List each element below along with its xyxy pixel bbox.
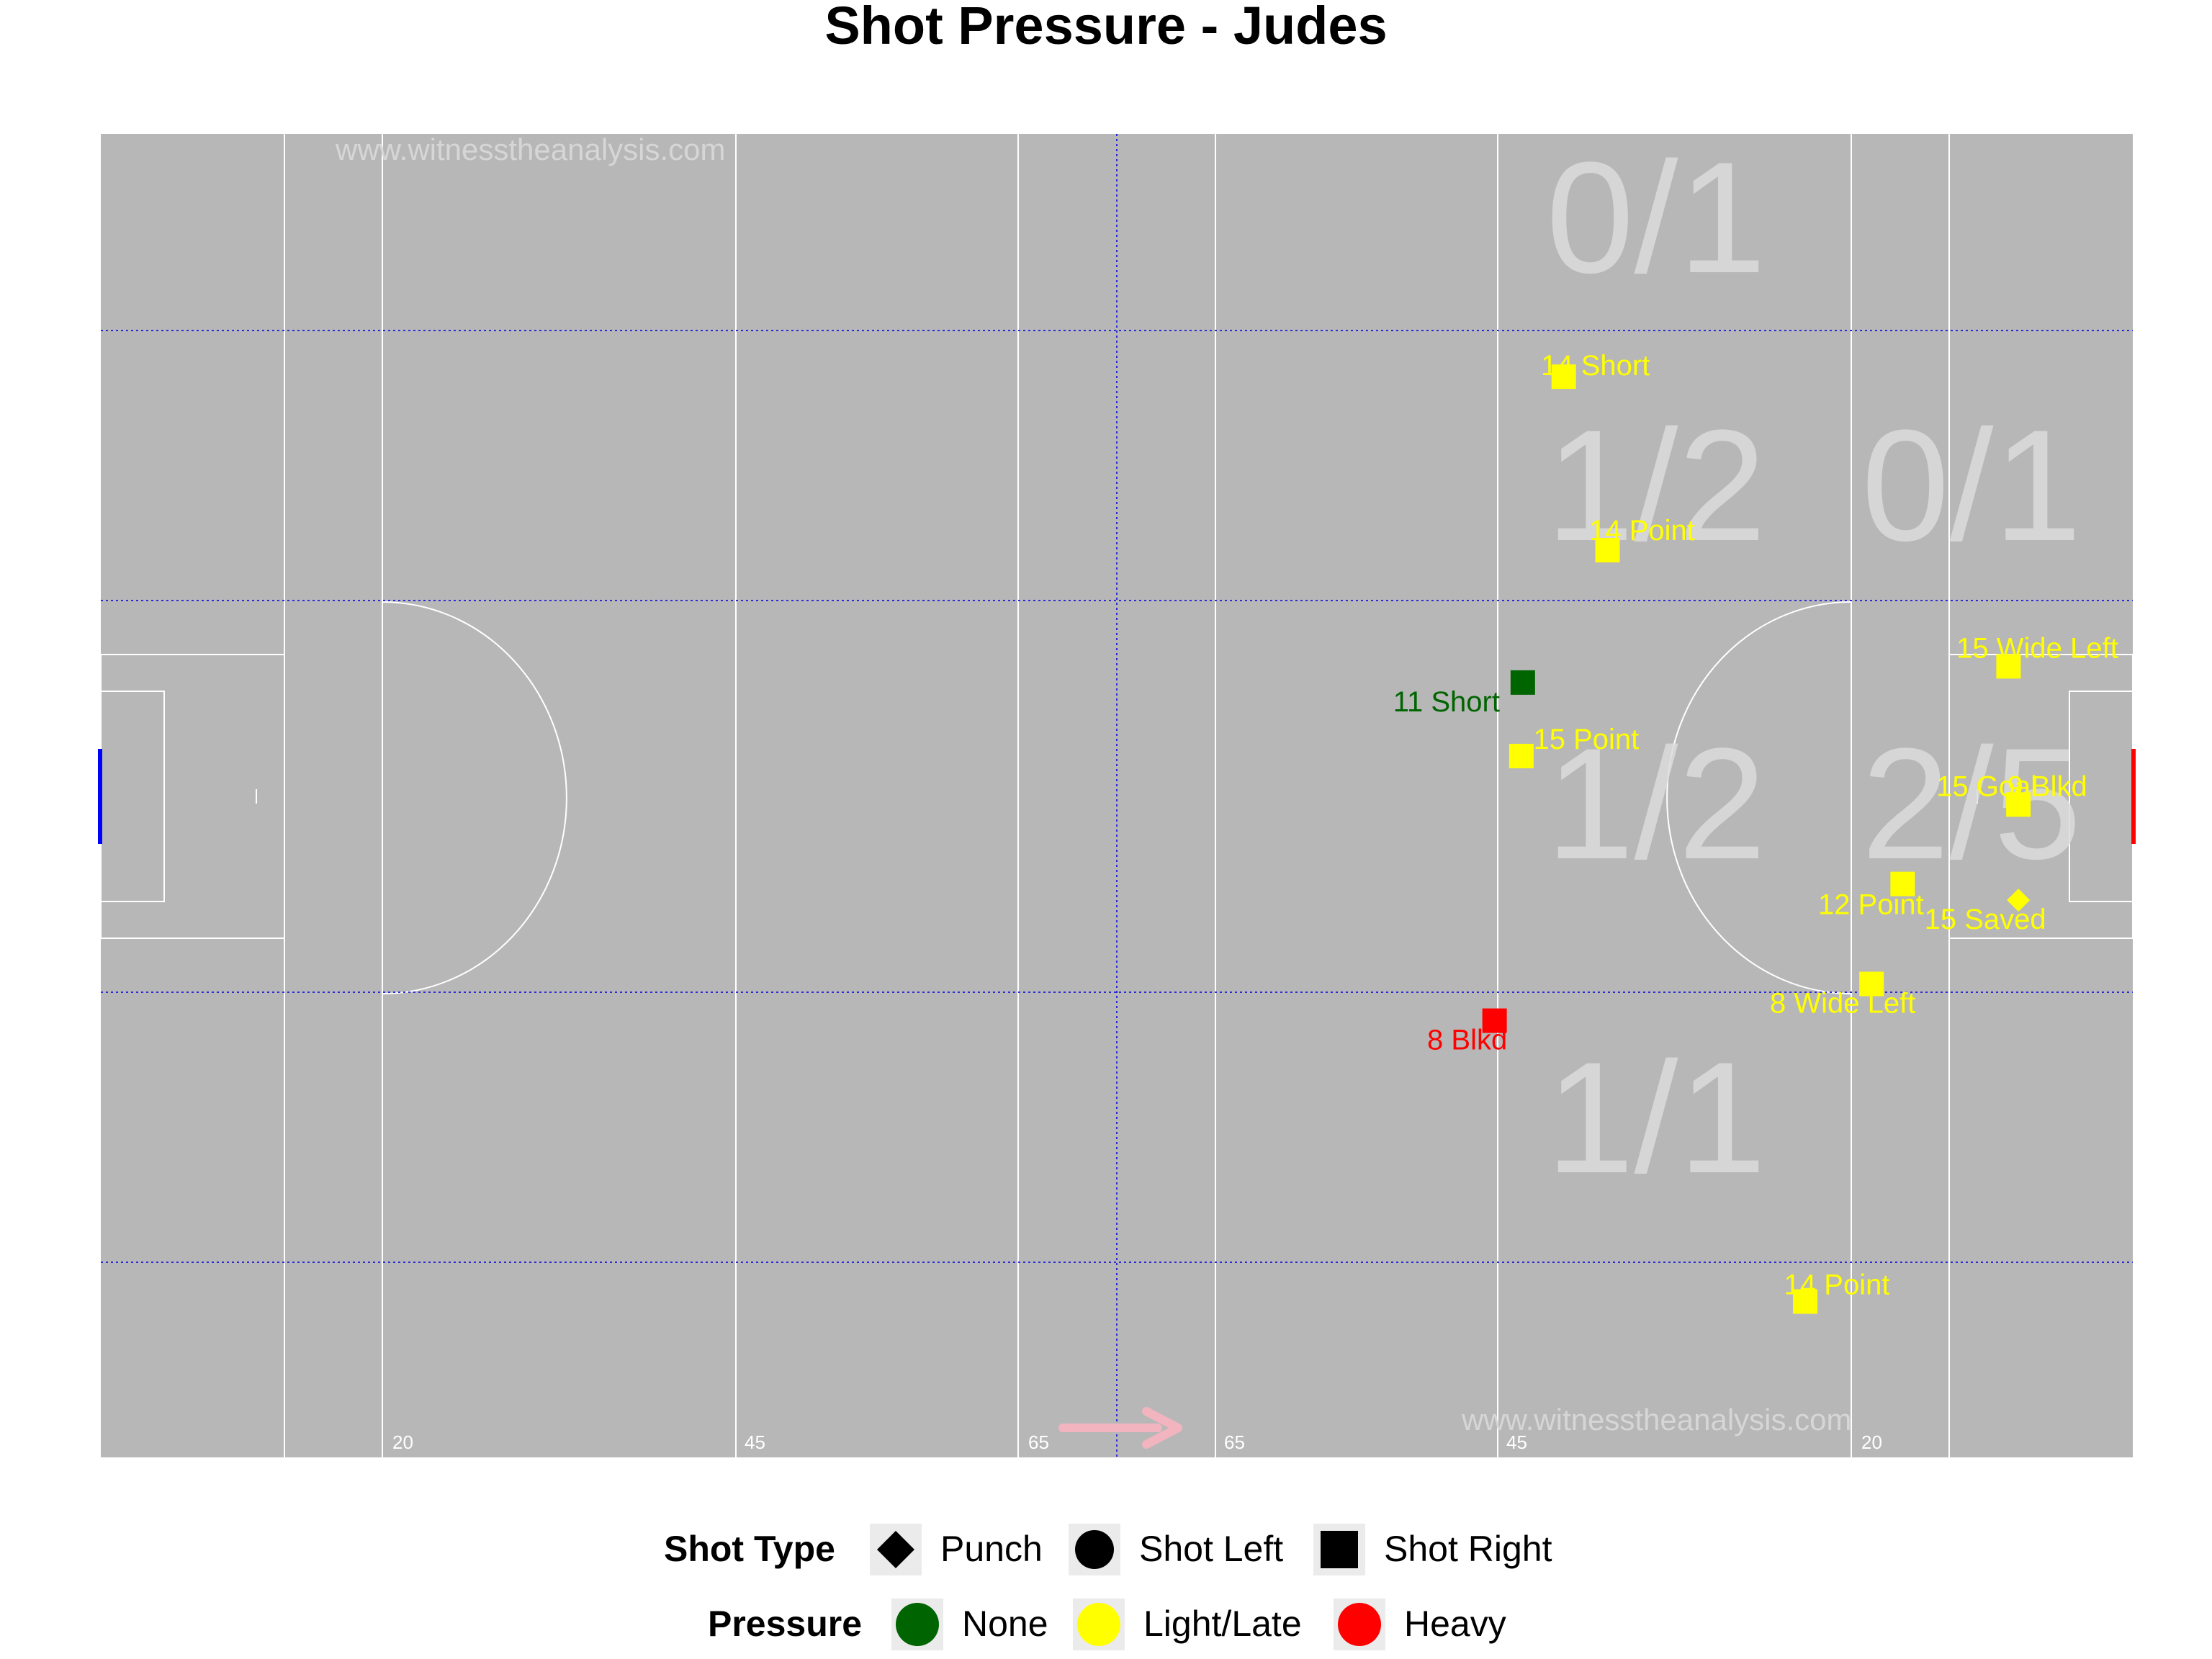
marker-left-45: 45 [745,1431,765,1453]
shot-label: 15 Saved [1925,904,2046,935]
marker-left-65: 65 [1028,1431,1049,1453]
pitch-lines [100,134,2134,1457]
shot-circle-marker [2008,793,2030,816]
zone-label: 0/1 [1861,397,2082,574]
shot-label: 14 Short [1541,350,1650,382]
shot-label: 8 Wide Left [1770,987,1915,1019]
circle-icon [1075,1530,1114,1569]
shot-square-marker [1859,971,1884,997]
zone-grid [101,134,2133,1457]
legend-key-none [891,1599,943,1650]
square-icon [1321,1531,1358,1568]
marker-right-45: 45 [1506,1431,1527,1453]
shot-diamond-marker [2007,889,2031,912]
marker-left-20: 20 [392,1431,413,1453]
shot-square-marker [1595,538,1620,563]
shot-label: 11 Short [1393,686,1500,718]
pressure-none-swatch-icon [896,1603,939,1646]
direction-arrow [1058,1407,1182,1449]
legend-label-heavy: Heavy [1404,1604,1506,1644]
legend-pressure-title: Pressure [708,1604,863,1644]
chart-title: Shot Pressure - Judes [824,0,1388,55]
shot-label: 12 Point [1818,889,1924,921]
legend-label-shot-left: Shot Left [1139,1529,1284,1569]
shot-label: 14 Point [1589,515,1695,547]
zone-label: 0/1 [1546,129,1766,306]
legend: Shot Type Punch Shot Left Shot Right Pre… [0,1519,2212,1659]
pitch: 20 45 65 65 45 20 www.witnesstheanalysis… [98,129,2136,1457]
shot-label: 15 Point [1533,724,1639,755]
zone-label: 2/5 [1861,715,2082,892]
right-semicircle [1666,601,1852,994]
shot-label: 9 Blkd [2008,770,2087,802]
legend-key-shot-right [1313,1524,1365,1575]
shot-square-marker [1996,654,2021,679]
shot-label: 8 Blkd [1427,1025,1507,1056]
legend-label-punch: Punch [940,1529,1043,1569]
legend-label-light: Light/Late [1143,1604,1302,1644]
shot-square-marker [1510,670,1535,695]
shot-square-marker [1509,743,1534,768]
legend-shot-type-title: Shot Type [664,1529,835,1569]
shot-label: 14 Point [1784,1269,1890,1301]
legend-key-punch [870,1524,922,1575]
marker-right-65: 65 [1224,1431,1245,1453]
zone-label: 1/1 [1546,1029,1766,1206]
zone-label: 1/2 [1546,397,1766,574]
zone-labels: 0/1 1/2 0/1 1/2 2/5 1/1 [1546,129,2082,1206]
shot-square-marker [1890,871,1915,896]
left-goal [98,749,102,844]
diamond-icon [877,1531,914,1568]
shots: 14 Short 14 Point 11 Short 15 Point 15 Wide … [1393,350,2118,1314]
watermark-bottom: www.witnesstheanalysis.com [1461,1403,1852,1437]
watermark-top: www.witnesstheanalysis.com [335,132,726,166]
legend-pressure: Pressure None Light/Late Heavy [0,1594,2212,1659]
legend-key-shot-left [1069,1524,1120,1575]
shot-square-marker [1551,364,1576,390]
shot-square-marker [1482,1008,1507,1033]
pressure-heavy-swatch-icon [1338,1603,1381,1646]
shot-label: 15 Wide Left [1956,632,2118,664]
direction-arrow-head [1142,1407,1182,1449]
legend-key-light [1073,1599,1125,1650]
pressure-light-swatch-icon [1077,1603,1120,1646]
legend-shot-type: Shot Type Punch Shot Left Shot Right [0,1519,2212,1584]
right-goal [2131,749,2136,844]
left-semicircle [382,601,567,994]
legend-label-none: None [962,1604,1048,1644]
legend-key-heavy [1334,1599,1385,1650]
zone-label: 1/2 [1546,715,1766,892]
legend-label-shot-right: Shot Right [1384,1529,1552,1569]
marker-right-20: 20 [1861,1431,1882,1453]
shot-square-marker [1793,1289,1818,1314]
pitch-markers: 20 45 65 65 45 20 [392,1431,1882,1453]
